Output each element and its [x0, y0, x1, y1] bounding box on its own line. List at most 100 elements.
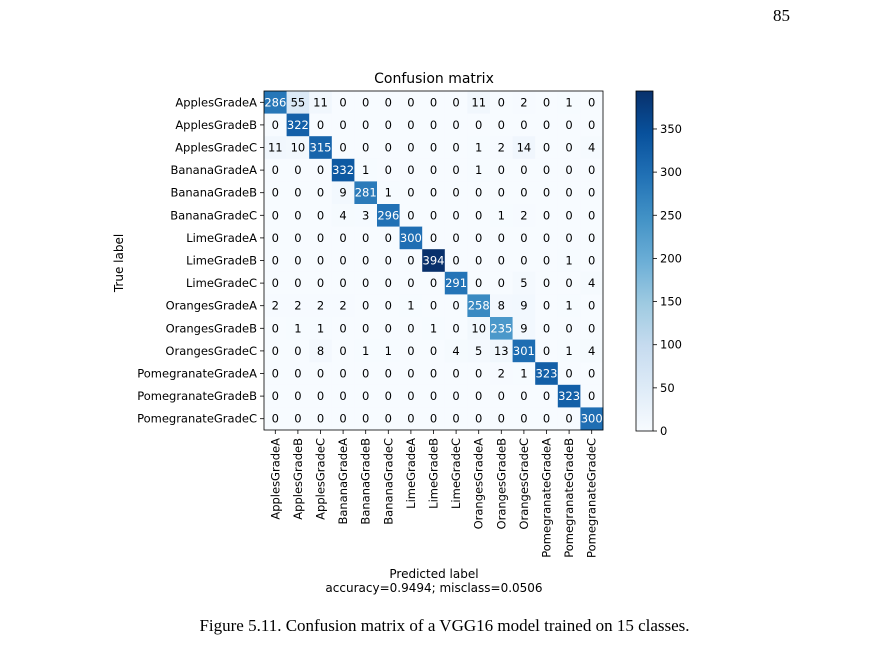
- cell-value: 0: [272, 208, 279, 222]
- cell-value: 0: [430, 186, 437, 200]
- cell-value: 0: [339, 321, 346, 335]
- y-tick-label: ApplesGradeB: [175, 118, 257, 132]
- cell-value: 0: [520, 412, 527, 426]
- y-tick-label: OrangesGradeC: [165, 344, 257, 358]
- matrix-cell: [535, 271, 559, 295]
- cell-value: 0: [339, 389, 346, 403]
- matrix-cell: [377, 136, 400, 160]
- matrix-cell: [535, 384, 559, 408]
- cell-value: 0: [475, 186, 482, 200]
- matrix-cell: [535, 407, 559, 431]
- y-tick-label: LimeGradeB: [186, 254, 257, 268]
- matrix-cell: [444, 362, 468, 386]
- cell-value: 0: [317, 231, 324, 245]
- cell-value: 0: [520, 118, 527, 132]
- cell-value: 0: [430, 141, 437, 155]
- matrix-cell: [331, 384, 355, 408]
- matrix-cell: [580, 158, 604, 182]
- cell-value: 0: [272, 344, 279, 358]
- matrix-cell: [286, 249, 310, 273]
- cell-value: 4: [452, 344, 459, 358]
- cell-value: 0: [452, 163, 459, 177]
- cell-value: 0: [543, 321, 550, 335]
- cell-value: 315: [310, 141, 332, 155]
- matrix-cell: [422, 317, 446, 340]
- cell-value: 0: [452, 186, 459, 200]
- colorbar-tick-label: 300: [660, 165, 682, 179]
- cell-value: 0: [430, 367, 437, 381]
- cell-value: 0: [317, 389, 324, 403]
- matrix-cell: [264, 158, 287, 182]
- cell-value: 0: [588, 299, 595, 313]
- cell-value: 296: [377, 208, 399, 222]
- matrix-cell: [331, 226, 355, 250]
- matrix-cell: [512, 407, 536, 431]
- cell-value: 1: [475, 141, 482, 155]
- cell-value: 0: [430, 231, 437, 245]
- matrix-cell: [377, 181, 400, 205]
- cell-value: 0: [588, 163, 595, 177]
- cell-value: 0: [272, 321, 279, 335]
- matrix-cell: [422, 158, 446, 182]
- cell-value: 0: [452, 321, 459, 335]
- cell-value: 1: [565, 299, 572, 313]
- matrix-cell: [467, 362, 491, 386]
- y-axis-label: True label: [112, 234, 126, 293]
- matrix-cell: [377, 384, 400, 408]
- cell-value: 0: [317, 208, 324, 222]
- cell-value: 0: [565, 412, 572, 426]
- matrix-cell: [309, 407, 333, 431]
- cell-value: 0: [385, 299, 392, 313]
- y-tick-label: BananaGradeB: [170, 186, 257, 200]
- cell-value: 0: [385, 95, 392, 109]
- cell-value: 0: [362, 299, 369, 313]
- cell-value: 2: [520, 208, 527, 222]
- cell-value: 0: [339, 276, 346, 290]
- cell-value: 0: [294, 276, 301, 290]
- matrix-cell: [557, 339, 581, 363]
- matrix-cell: [512, 226, 536, 250]
- cell-value: 0: [407, 344, 414, 358]
- cell-value: 0: [317, 276, 324, 290]
- matrix-cell: [354, 407, 378, 431]
- cell-value: 0: [543, 299, 550, 313]
- matrix-cell: [331, 317, 355, 340]
- x-tick-label: ApplesGradeB: [291, 438, 305, 520]
- matrix-cell: [399, 362, 423, 386]
- cell-value: 0: [430, 276, 437, 290]
- matrix-cell: [331, 204, 355, 227]
- colorbar: [635, 90, 654, 432]
- cell-value: 0: [272, 412, 279, 426]
- cell-value: 0: [385, 367, 392, 381]
- matrix-cell: [286, 294, 310, 318]
- cell-value: 0: [294, 254, 301, 268]
- cell-value: 0: [543, 186, 550, 200]
- matrix-cell: [309, 317, 333, 340]
- matrix-cell: [399, 181, 423, 205]
- cell-value: 0: [565, 163, 572, 177]
- matrix-cell: [467, 136, 491, 160]
- cell-value: 0: [339, 95, 346, 109]
- cell-value: 0: [588, 231, 595, 245]
- x-tick-label: ApplesGradeC: [314, 438, 328, 520]
- matrix-cell: [490, 113, 513, 137]
- cell-value: 323: [558, 389, 580, 403]
- cell-value: 11: [268, 141, 283, 155]
- cell-value: 1: [407, 299, 414, 313]
- matrix-cell: [422, 362, 446, 386]
- y-tick-label: LimeGradeC: [186, 276, 257, 290]
- cell-value: 3: [362, 208, 369, 222]
- cell-value: 0: [430, 412, 437, 426]
- cell-value: 0: [520, 254, 527, 268]
- matrix-cell: [264, 362, 287, 386]
- matrix-cell: [580, 113, 604, 137]
- x-tick-label: OrangesGradeB: [494, 438, 508, 530]
- matrix-cell: [377, 271, 400, 295]
- y-tick-label: OrangesGradeA: [166, 299, 258, 313]
- matrix-cell: [490, 91, 513, 114]
- cell-value: 0: [498, 118, 505, 132]
- matrix-cell: [580, 362, 604, 386]
- cell-value: 5: [520, 276, 527, 290]
- cell-value: 0: [565, 208, 572, 222]
- cell-value: 0: [588, 186, 595, 200]
